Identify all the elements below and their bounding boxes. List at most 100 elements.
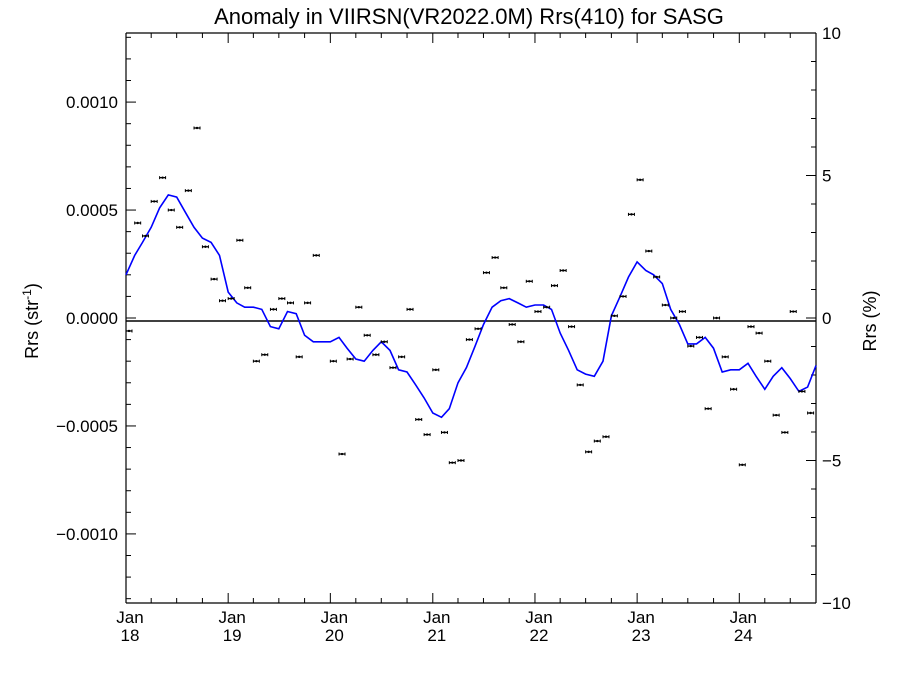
data-point <box>125 329 133 333</box>
data-point <box>134 221 142 225</box>
y-axis-left-label: Rrs (str-1) <box>20 283 42 359</box>
data-point <box>695 335 703 339</box>
data-point <box>755 331 763 335</box>
data-point <box>236 238 244 242</box>
data-point <box>193 126 201 130</box>
data-point <box>457 459 465 462</box>
x-tick-month: Jan <box>116 608 143 627</box>
data-point <box>747 325 755 329</box>
data-point <box>593 439 601 443</box>
data-point <box>781 430 789 434</box>
left-tick-label: 0.0010 <box>66 93 118 112</box>
data-point <box>508 322 516 326</box>
data-point <box>670 316 678 320</box>
data-point <box>312 253 320 257</box>
data-point <box>550 284 558 288</box>
data-point <box>721 355 729 359</box>
data-point <box>576 383 584 387</box>
data-point <box>491 256 499 260</box>
data-point <box>517 340 525 344</box>
right-tick-label: 10 <box>822 24 841 43</box>
data-point <box>398 355 406 359</box>
data-point <box>346 357 354 361</box>
data-point <box>559 269 567 272</box>
data-point <box>363 333 371 337</box>
data-point <box>543 305 551 309</box>
data-point <box>406 307 414 311</box>
data-point <box>798 389 806 393</box>
x-tick-year: 19 <box>223 626 242 645</box>
x-tick-year: 23 <box>632 626 651 645</box>
y-axis-right-label: Rrs (%) <box>860 291 880 352</box>
data-point <box>636 178 644 182</box>
x-tick-year: 22 <box>530 626 549 645</box>
right-tick-label: −5 <box>822 452 841 471</box>
x-tick-month: Jan <box>423 608 450 627</box>
data-point <box>713 316 721 320</box>
data-point <box>150 199 158 203</box>
data-point <box>704 407 712 411</box>
data-point <box>176 225 184 229</box>
data-point <box>355 305 363 309</box>
data-point <box>807 411 815 415</box>
data-point <box>448 461 456 465</box>
x-tick-month: Jan <box>627 608 654 627</box>
x-tick-month: Jan <box>321 608 348 627</box>
data-point <box>440 430 448 434</box>
data-point <box>167 208 175 212</box>
data-point <box>645 249 653 253</box>
data-point <box>772 413 780 417</box>
right-ticks: 10 5 0 −5 −10 <box>806 24 851 613</box>
data-point <box>764 359 772 363</box>
x-tick-year: 24 <box>734 626 753 645</box>
data-point <box>423 433 431 437</box>
trend-line <box>125 193 817 419</box>
data-point <box>372 353 380 357</box>
data-point <box>568 325 576 329</box>
data-point <box>278 297 286 301</box>
x-tick-month: Jan <box>218 608 245 627</box>
data-point <box>661 303 669 307</box>
left-ticks: 0.0010 0.0005 0.0000 −0.0005 −0.0010 <box>56 36 136 600</box>
data-point <box>338 452 346 456</box>
data-point <box>534 310 542 314</box>
data-point <box>244 286 252 290</box>
data-point <box>210 277 218 281</box>
right-tick-label: 0 <box>822 309 831 328</box>
data-point <box>252 359 260 363</box>
data-point <box>738 463 746 467</box>
data-point <box>201 245 209 249</box>
data-point <box>525 279 533 283</box>
data-point <box>218 299 226 303</box>
data-point <box>730 387 738 391</box>
left-tick-label: 0.0005 <box>66 201 118 220</box>
data-point <box>789 310 797 314</box>
chart-title: Anomaly in VIIRSN(VR2022.0M) Rrs(410) fo… <box>214 4 724 29</box>
right-tick-label: −10 <box>822 594 851 613</box>
data-point <box>585 450 593 454</box>
data-point <box>261 353 269 357</box>
data-point <box>687 344 695 348</box>
right-tick-label: 5 <box>822 167 831 186</box>
data-point <box>142 234 150 238</box>
left-tick-label: 0.0000 <box>66 309 118 328</box>
data-point <box>610 314 618 318</box>
x-tick-year: 20 <box>325 626 344 645</box>
data-point <box>653 275 661 279</box>
data-point <box>287 301 295 305</box>
x-tick-month: Jan <box>730 608 757 627</box>
data-point <box>482 271 490 275</box>
x-tick-year: 21 <box>427 626 446 645</box>
y-label-superscript: -1 <box>20 289 34 300</box>
data-point <box>500 286 508 290</box>
data-point <box>627 212 635 216</box>
x-tick-month: Jan <box>525 608 552 627</box>
data-point <box>304 301 312 305</box>
data-point <box>602 435 610 439</box>
data-point <box>678 310 686 314</box>
data-point <box>619 294 627 298</box>
data-point <box>269 307 277 311</box>
data-point <box>159 176 167 180</box>
